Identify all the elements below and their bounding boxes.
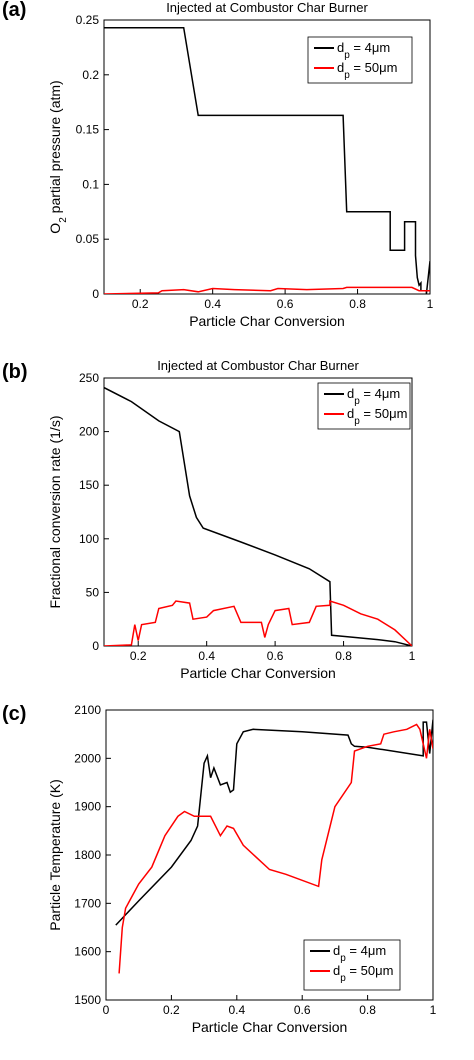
x-tick-label: 0.6 xyxy=(294,1003,311,1017)
y-tick-label: 1500 xyxy=(74,993,101,1007)
y-tick-label: 0.05 xyxy=(76,232,100,246)
y-tick-label: 2100 xyxy=(74,703,101,717)
legend-entry: dp = 50μm xyxy=(337,60,397,81)
y-axis-label: Fractional conversion rate (1/s) xyxy=(47,416,63,609)
legend-entry: dp = 4μm xyxy=(347,386,400,407)
y-tick-label: 0.15 xyxy=(76,123,100,137)
x-tick-label: 1 xyxy=(427,297,434,311)
y-tick-label: 0 xyxy=(92,287,99,301)
x-tick-label: 0.6 xyxy=(277,297,294,311)
series-line-dp-50um xyxy=(118,723,433,974)
x-tick-label: 0.4 xyxy=(228,1003,245,1017)
y-tick-label: 2000 xyxy=(74,751,101,765)
x-tick-label: 0.2 xyxy=(132,297,149,311)
x-axis-label: Particle Char Conversion xyxy=(189,313,345,329)
y-tick-label: 1800 xyxy=(74,848,101,862)
x-tick-label: 0.8 xyxy=(359,1003,376,1017)
x-tick-label: 0.2 xyxy=(130,649,147,663)
series-line-dp-50um xyxy=(104,286,430,294)
y-tick-label: 0.1 xyxy=(82,177,99,191)
legend-entry: dp = 50μm xyxy=(333,963,393,984)
x-axis-label: Particle Char Conversion xyxy=(192,1019,348,1035)
axes-frame xyxy=(103,377,413,647)
panel-a: 0.2 0.4 0.6 0.8 1 0 0.05 0.1 0.15 0.2 0.25 Injected… xyxy=(2,0,434,329)
x-tick-label: 1 xyxy=(430,1003,437,1017)
x-tick-label: 0.4 xyxy=(204,297,221,311)
panel-label: (b) xyxy=(2,361,28,383)
legend-entry: dp = 4μm xyxy=(333,943,386,964)
y-axis-label: O2 partial pressure (atm) xyxy=(47,80,69,233)
chart-title: Injected at Combustor Char Burner xyxy=(166,0,368,15)
y-axis-label: Particle Temperature (K) xyxy=(47,779,63,930)
x-tick-label: 0.8 xyxy=(335,649,352,663)
legend-entry: dp = 50μm xyxy=(347,406,407,427)
legend-entry: dp = 4μm xyxy=(337,40,390,61)
y-tick-label: 250 xyxy=(79,371,99,385)
y-tick-label: 150 xyxy=(79,478,99,492)
y-tick-label: 0.25 xyxy=(76,13,100,27)
series-line-dp-4um xyxy=(115,719,433,926)
y-tick-label: 1900 xyxy=(74,800,101,814)
x-tick-label: 0 xyxy=(103,1003,110,1017)
panel-label: (a) xyxy=(2,0,26,21)
x-tick-label: 0.2 xyxy=(163,1003,180,1017)
y-tick-label: 1600 xyxy=(74,945,101,959)
chart-title: Injected at Combustor Char Burner xyxy=(157,358,359,373)
y-tick-label: 0 xyxy=(92,639,99,653)
panel-b: 0.2 0.4 0.6 0.8 1 0 50 100 150 200 250 Injected at … xyxy=(2,358,416,681)
panel-label: (c) xyxy=(2,703,26,725)
legend-box xyxy=(303,939,401,991)
y-tick-label: 0.2 xyxy=(82,68,99,82)
x-tick-label: 0.4 xyxy=(198,649,215,663)
y-tick-label: 100 xyxy=(79,532,99,546)
series-line-dp-50um xyxy=(104,599,412,646)
legend-box xyxy=(307,36,413,84)
y-tick-label: 1700 xyxy=(74,896,101,910)
x-axis-label: Particle Char Conversion xyxy=(180,665,336,681)
x-tick-label: 0.8 xyxy=(349,297,366,311)
y-tick-label: 200 xyxy=(79,425,99,439)
x-tick-label: 0.6 xyxy=(267,649,284,663)
panel-c: 0 0.2 0.4 0.6 0.8 1 1500 1600 1700 1800 1900 2000 21… xyxy=(2,703,437,1035)
axes-frame xyxy=(103,19,431,295)
y-tick-label: 50 xyxy=(86,585,100,599)
legend-box xyxy=(317,382,411,430)
x-tick-label: 1 xyxy=(409,649,416,663)
series-line-dp-4um xyxy=(104,386,412,646)
